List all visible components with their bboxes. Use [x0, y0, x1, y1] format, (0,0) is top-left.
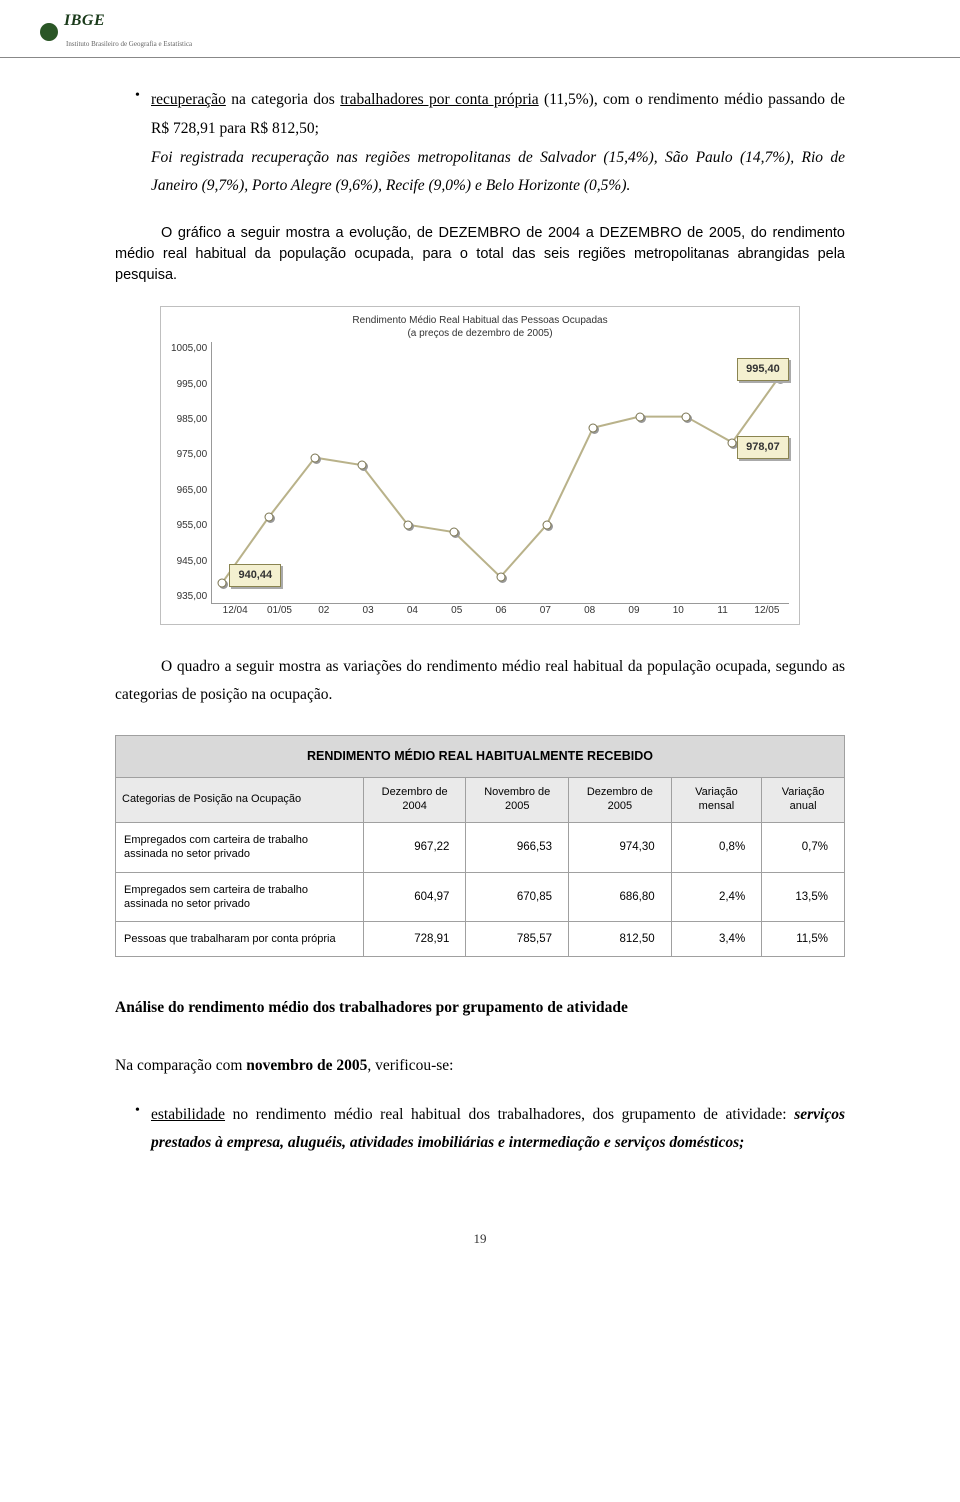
row-val: 11,5% — [762, 922, 845, 957]
x-tick-label: 02 — [302, 604, 346, 618]
chart-marker — [403, 520, 412, 529]
logo-text: IBGE Instituto Brasileiro de Geografia e… — [64, 10, 192, 53]
section-heading: Análise do rendimento médio dos trabalha… — [115, 997, 845, 1019]
row-val: 967,22 — [363, 822, 466, 872]
row-label: Pessoas que trabalharam por conta própri… — [116, 922, 364, 957]
page-header: IBGE Instituto Brasileiro de Geografia e… — [0, 0, 960, 58]
chart-marker — [681, 412, 690, 421]
chart-marker — [542, 520, 551, 529]
table-row: Empregados sem carteira de trabalho assi… — [116, 872, 845, 922]
chart-marker — [589, 423, 598, 432]
col-var-anual: Variação anual — [762, 778, 845, 823]
table-title: RENDIMENTO MÉDIO REAL HABITUALMENTE RECE… — [116, 735, 845, 778]
chart-x-axis: 12/0401/050203040506070809101112/05 — [213, 604, 789, 618]
chart-line-svg — [212, 342, 789, 603]
bullet-italic-line: Foi registrada recuperação nas regiões m… — [151, 149, 845, 195]
row-val: 686,80 — [569, 872, 672, 922]
row-val: 0,7% — [762, 822, 845, 872]
table-row: Empregados com carteira de trabalho assi… — [116, 822, 845, 872]
y-tick-label: 965,00 — [171, 484, 207, 498]
x-tick-label: 03 — [346, 604, 390, 618]
chart-marker — [496, 573, 505, 582]
chart-plot-area: 940,44 978,07 995,40 — [211, 342, 789, 604]
x-tick-label: 11 — [700, 604, 744, 618]
chart-marker — [728, 438, 737, 447]
row-val: 785,57 — [466, 922, 569, 957]
logo-acronym: IBGE — [64, 12, 105, 29]
intro-paragraph-table: O quadro a seguir mostra as variações do… — [115, 653, 845, 709]
y-tick-label: 945,00 — [171, 555, 207, 569]
col-categoria: Categorias de Posição na Ocupação — [116, 778, 364, 823]
income-table: RENDIMENTO MÉDIO REAL HABITUALMENTE RECE… — [115, 735, 845, 957]
page-number: 19 — [0, 1230, 960, 1268]
x-tick-label: 10 — [656, 604, 700, 618]
row-val: 670,85 — [466, 872, 569, 922]
income-line-chart: Rendimento Médio Real Habitual das Pesso… — [160, 306, 800, 625]
logo: IBGE Instituto Brasileiro de Geografia e… — [40, 10, 920, 53]
bullet-dot-icon: • — [135, 1101, 151, 1158]
chart-marker — [357, 461, 366, 470]
chart-callout: 995,40 — [737, 358, 789, 381]
page-content: • recuperação na categoria dos trabalhad… — [0, 58, 960, 1200]
row-val: 974,30 — [569, 822, 672, 872]
x-tick-label: 09 — [612, 604, 656, 618]
row-val: 3,4% — [671, 922, 762, 957]
comparison-line: Na comparação com novembro de 2005, veri… — [115, 1055, 845, 1077]
row-val: 966,53 — [466, 822, 569, 872]
x-tick-label: 06 — [479, 604, 523, 618]
row-val: 0,8% — [671, 822, 762, 872]
logo-subtitle: Instituto Brasileiro de Geografia e Esta… — [66, 40, 192, 48]
chart-marker — [218, 578, 227, 587]
bullet-text: estabilidade no rendimento médio real ha… — [151, 1101, 845, 1158]
y-tick-label: 955,00 — [171, 519, 207, 533]
y-tick-label: 985,00 — [171, 413, 207, 427]
x-tick-label: 08 — [568, 604, 612, 618]
col-var-mensal: Variação mensal — [671, 778, 762, 823]
chart-title: Rendimento Médio Real Habitual das Pesso… — [171, 315, 789, 340]
row-val: 604,97 — [363, 872, 466, 922]
intro-paragraph-chart: O gráfico a seguir mostra a evolução, de… — [115, 223, 845, 286]
x-tick-label: 04 — [390, 604, 434, 618]
chart-marker — [311, 453, 320, 462]
table-header-row: Categorias de Posição na Ocupação Dezemb… — [116, 778, 845, 823]
row-val: 2,4% — [671, 872, 762, 922]
x-tick-label: 01/05 — [257, 604, 301, 618]
chart-callout: 940,44 — [229, 564, 281, 587]
bullet-underline: estabilidade — [151, 1106, 225, 1123]
income-table-wrap: RENDIMENTO MÉDIO REAL HABITUALMENTE RECE… — [115, 735, 845, 957]
x-tick-label: 12/04 — [213, 604, 257, 618]
bullet-dot-icon: • — [135, 86, 151, 201]
x-tick-label: 07 — [523, 604, 567, 618]
row-val: 812,50 — [569, 922, 672, 957]
table-row: Pessoas que trabalharam por conta própri… — [116, 922, 845, 957]
col-nov2005: Novembro de 2005 — [466, 778, 569, 823]
bullet-item-recuperacao: • recuperação na categoria dos trabalhad… — [135, 86, 845, 201]
bullet-text: recuperação na categoria dos trabalhador… — [151, 86, 845, 201]
chart-callout: 978,07 — [737, 436, 789, 459]
y-tick-label: 995,00 — [171, 378, 207, 392]
x-tick-label: 05 — [435, 604, 479, 618]
chart-y-axis: 1005,00 995,00 985,00 975,00 965,00 955,00 945… — [171, 342, 211, 604]
bullet-underline-1: recuperação — [151, 91, 226, 108]
y-tick-label: 1005,00 — [171, 342, 207, 356]
y-tick-label: 975,00 — [171, 448, 207, 462]
row-label: Empregados com carteira de trabalho assi… — [116, 822, 364, 872]
y-tick-label: 935,00 — [171, 590, 207, 604]
row-val: 13,5% — [762, 872, 845, 922]
row-val: 728,91 — [363, 922, 466, 957]
bullet-underline-2: trabalhadores por conta própria — [340, 91, 539, 108]
logo-globe-icon — [40, 23, 58, 41]
col-dez2004: Dezembro de 2004 — [363, 778, 466, 823]
row-label: Empregados sem carteira de trabalho assi… — [116, 872, 364, 922]
bullet-item-estabilidade: • estabilidade no rendimento médio real … — [135, 1101, 845, 1158]
chart-marker — [450, 528, 459, 537]
col-dez2005: Dezembro de 2005 — [569, 778, 672, 823]
x-tick-label: 12/05 — [745, 604, 789, 618]
chart-marker — [264, 513, 273, 522]
chart-marker — [635, 412, 644, 421]
